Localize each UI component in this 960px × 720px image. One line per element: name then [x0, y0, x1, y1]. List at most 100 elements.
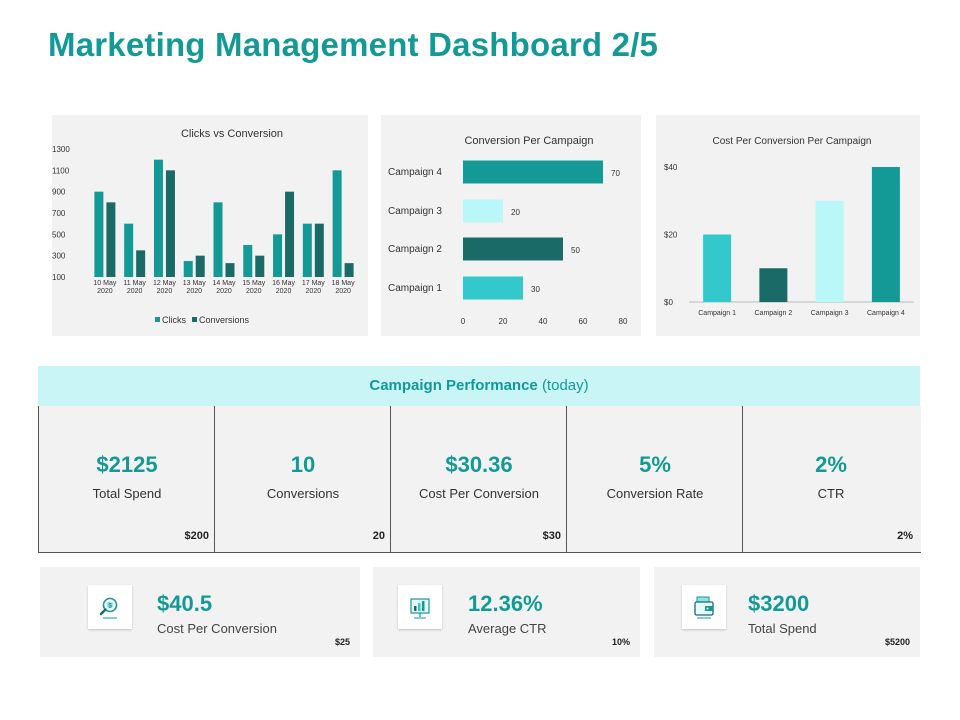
y-tick-label: 300	[52, 252, 66, 261]
cell-divider	[390, 406, 391, 552]
metric-label: Cost Per Conversion	[419, 486, 539, 501]
x-tick-label: 40	[539, 317, 548, 326]
x-tick-label: 20	[499, 317, 508, 326]
clicks-vs-conversion-chart: Clicks vs Conversion 1300 1100 900 700 500 300…	[52, 115, 368, 336]
chart-title: Clicks vs Conversion	[181, 128, 283, 140]
conversion-per-campaign-chart: Conversion Per Campaign Campaign 4 70 Campa…	[381, 115, 641, 336]
bar-conversions	[344, 263, 354, 277]
kpi-card-total-spend: $3200 Total Spend $5200	[654, 567, 920, 657]
metric-cell-total-spend: $2125 Total Spend $200	[39, 406, 215, 552]
analytics-board-icon	[398, 585, 442, 629]
bar-clicks	[302, 223, 312, 277]
x-tick-label: 10 May	[93, 280, 116, 287]
data-label: 70	[611, 169, 620, 178]
x-tick-label: 13 May	[183, 280, 206, 287]
data-label: 20	[511, 208, 520, 217]
y-tick-label: $20	[664, 231, 678, 240]
x-tick-label: 60	[579, 317, 588, 326]
kpi-card-cost-per-conversion: $ $40.5 Cost Per Conversion $25	[40, 567, 360, 657]
legend-swatch	[155, 317, 160, 322]
metric-cell-conversion-rate: 5% Conversion Rate	[567, 406, 743, 552]
y-category-label: Campaign 1	[388, 283, 442, 294]
y-tick-label: 100	[52, 273, 66, 282]
x-tick-label: 2020	[306, 288, 322, 295]
bar-clicks	[273, 234, 283, 277]
y-category-label: Campaign 4	[388, 167, 442, 178]
campaign-performance-subtitle: (today)	[541, 377, 589, 394]
y-tick-label: $40	[664, 163, 678, 172]
x-tick-label: 17 May	[302, 280, 325, 287]
bar-clicks	[183, 261, 193, 277]
x-tick-label: 0	[461, 317, 466, 326]
bar-campaign-2	[759, 268, 788, 302]
bar-clicks	[124, 223, 134, 277]
campaign-performance-body: $2125 Total Spend $200 10 Conversions 20…	[38, 406, 921, 553]
bar-campaign-3	[463, 199, 503, 223]
metric-value: 2%	[815, 452, 847, 477]
metric-label: Conversions	[266, 486, 340, 501]
metric-value: 10	[290, 452, 316, 477]
cell-divider	[214, 406, 215, 552]
y-tick-label: 500	[52, 230, 66, 239]
metric-label: Total Spend	[92, 486, 162, 501]
x-tick-label: 80	[619, 317, 628, 326]
kpi-card-average-ctr: 12.36% Average CTR 10%	[373, 567, 640, 657]
bar-conversions	[106, 202, 116, 277]
wallet-icon	[682, 585, 726, 629]
bar-campaign-4	[463, 160, 603, 184]
x-tick-label: 11 May	[123, 280, 146, 287]
x-tick-label: 2020	[157, 288, 173, 295]
y-tick-label: 1100	[52, 166, 70, 175]
y-tick-label: $0	[664, 298, 673, 307]
x-tick-label: 2020	[216, 288, 232, 295]
x-tick-label: 12 May	[153, 280, 176, 287]
bar-conversions	[285, 191, 295, 277]
kpi-label: Cost Per Conversion	[157, 621, 277, 636]
metric-value: 5%	[639, 452, 671, 477]
x-tick-label: 2020	[276, 288, 292, 295]
bar-conversions	[136, 250, 146, 277]
kpi-value: 12.36%	[468, 591, 543, 616]
y-category-label: Campaign 3	[388, 206, 442, 217]
legend-swatch	[192, 317, 197, 322]
cell-divider	[566, 406, 567, 552]
metric-target: 20	[372, 530, 385, 542]
metric-target: $200	[184, 530, 209, 542]
x-tick-label: Campaign 3	[811, 310, 849, 317]
chart-title: Cost Per Conversion Per Campaign	[713, 136, 872, 147]
x-tick-label: Campaign 4	[867, 310, 905, 317]
bar-clicks	[332, 170, 342, 277]
data-label: 30	[531, 285, 540, 294]
y-tick-label: 1300	[52, 145, 70, 154]
bar-campaign-1	[463, 276, 523, 300]
kpi-target: $5200	[884, 637, 910, 647]
metric-cell-cost-per-conversion: $30.36 Cost Per Conversion $30	[391, 406, 567, 552]
metric-cell-conversions: 10 Conversions 20	[215, 406, 391, 552]
magnifier-dollar-icon: $	[88, 585, 132, 629]
x-tick-label: 2020	[127, 288, 143, 295]
x-tick-label: 2020	[97, 288, 113, 295]
legend-label: Clicks	[162, 315, 186, 325]
bar-conversions	[165, 170, 175, 277]
campaign-performance-header: Campaign Performance (today)	[38, 366, 920, 406]
data-label: 50	[571, 246, 580, 255]
y-tick-label: 700	[52, 209, 66, 218]
campaign-performance-title: Campaign Performance	[369, 377, 538, 394]
svg-text:$: $	[108, 604, 112, 610]
x-tick-label: 18 May	[332, 280, 355, 287]
metric-value: $2125	[96, 452, 158, 477]
metric-cell-ctr: 2% CTR 2%	[743, 406, 919, 552]
kpi-value: $3200	[748, 591, 810, 616]
metric-value: $30.36	[445, 452, 513, 477]
bar-conversions	[314, 223, 324, 277]
x-tick-label: Campaign 2	[755, 310, 793, 317]
bar-clicks	[153, 159, 163, 277]
x-tick-label: Campaign 1	[698, 310, 736, 317]
conversion-per-campaign-svg: Conversion Per Campaign Campaign 4 70 Campa…	[388, 135, 628, 326]
kpi-value: $40.5	[157, 591, 213, 616]
metric-label: Conversion Rate	[606, 486, 704, 501]
bar-conversions	[225, 263, 235, 277]
kpi-target: $25	[334, 637, 350, 647]
cost-per-conversion-per-campaign-chart: Cost Per Conversion Per Campaign $40 $20 $0…	[656, 115, 920, 336]
metric-label: CTR	[817, 486, 845, 501]
